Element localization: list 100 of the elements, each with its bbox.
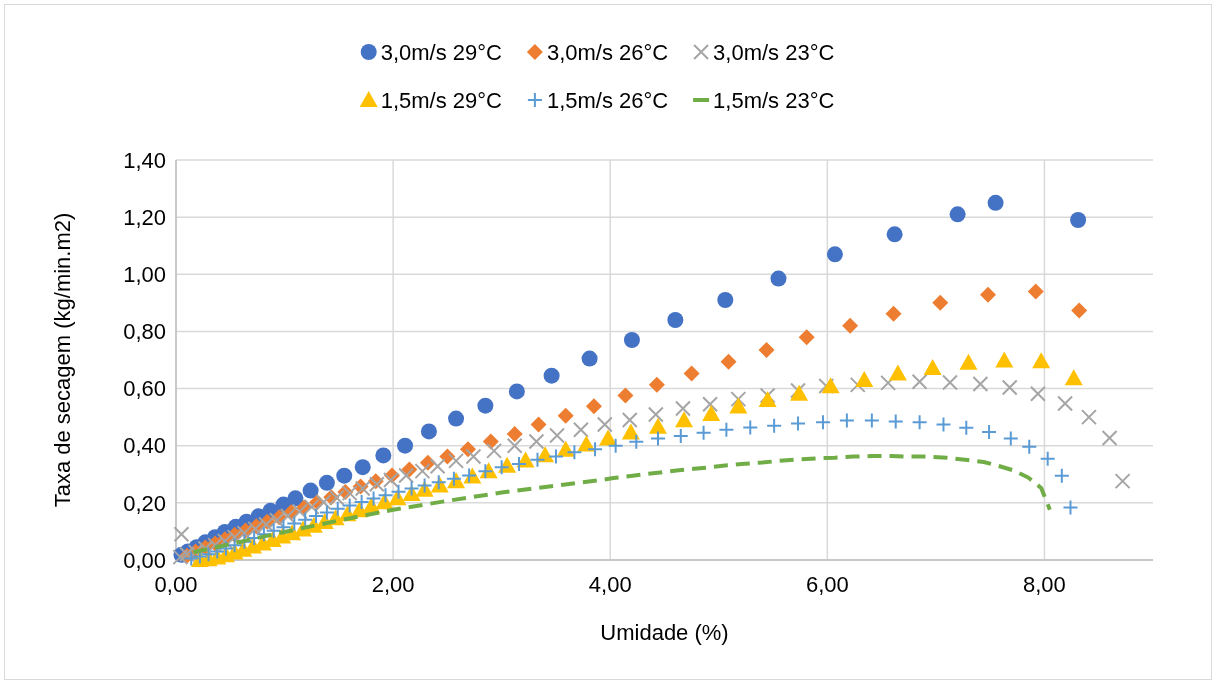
x-tick-label: 2,00	[371, 572, 415, 597]
y-tick-label: 0,80	[123, 319, 166, 345]
point	[826, 246, 843, 263]
point	[318, 474, 335, 491]
y-axis-title: Taxa de secagem (kg/min.m2)	[50, 212, 75, 508]
y-tick-label: 1,20	[123, 204, 166, 230]
point	[863, 412, 880, 429]
point	[672, 428, 689, 444]
point	[209, 543, 226, 560]
point	[821, 377, 840, 394]
point	[420, 423, 437, 440]
y-tick-label: 1,40	[123, 147, 166, 173]
point	[1027, 283, 1044, 300]
point	[429, 458, 446, 475]
point	[623, 332, 640, 348]
point	[675, 411, 694, 428]
point	[621, 423, 640, 440]
point	[911, 414, 928, 431]
point	[935, 416, 952, 433]
point	[265, 522, 282, 539]
point	[596, 416, 613, 433]
point	[341, 485, 358, 502]
point	[959, 353, 978, 370]
point	[647, 406, 664, 423]
point	[886, 226, 903, 243]
x-tick-label: 4,00	[588, 572, 632, 597]
point	[842, 317, 859, 334]
point	[648, 376, 665, 393]
point	[770, 270, 787, 287]
point	[585, 398, 602, 415]
point	[599, 429, 618, 446]
point	[1070, 212, 1087, 228]
point	[581, 350, 598, 367]
point	[730, 391, 747, 408]
point	[302, 482, 319, 499]
point	[308, 508, 325, 524]
legend-label: 1,5m/s 26°C	[546, 87, 669, 113]
point	[557, 407, 574, 424]
point	[365, 490, 382, 507]
y-tick-label: 0,60	[123, 376, 166, 402]
point	[766, 417, 783, 434]
point	[375, 447, 392, 464]
point	[398, 467, 415, 484]
point	[1057, 395, 1074, 412]
y-tick-label: 0,20	[123, 490, 166, 516]
point	[885, 305, 902, 322]
point	[353, 494, 370, 510]
point	[798, 329, 815, 346]
point	[297, 511, 314, 528]
point	[880, 374, 897, 391]
point	[226, 537, 243, 554]
point	[528, 433, 545, 450]
point	[354, 459, 371, 476]
point	[448, 452, 465, 469]
point	[329, 500, 346, 517]
point	[486, 442, 503, 459]
point	[291, 503, 308, 520]
point	[549, 427, 566, 444]
legend-label: 3,0m/s 29°C	[380, 39, 503, 65]
point	[1039, 450, 1056, 467]
point	[1032, 352, 1051, 369]
point	[814, 414, 831, 431]
point	[508, 383, 525, 400]
point	[506, 426, 523, 442]
point	[287, 490, 304, 507]
point	[511, 456, 528, 472]
point	[477, 463, 494, 480]
point	[336, 467, 353, 484]
point	[981, 424, 998, 440]
point	[397, 437, 414, 454]
y-tick-label: 1,00	[123, 261, 166, 287]
point	[987, 194, 1004, 211]
point	[183, 550, 200, 567]
point	[667, 312, 684, 328]
point	[695, 424, 712, 441]
point	[949, 206, 966, 223]
point	[377, 487, 394, 504]
point	[742, 419, 759, 436]
point	[315, 494, 332, 511]
point	[543, 367, 560, 384]
point	[648, 417, 667, 434]
point	[617, 387, 634, 404]
point	[566, 444, 583, 461]
point	[758, 391, 777, 407]
point	[849, 376, 866, 393]
y-tick-label: 0,40	[123, 433, 166, 459]
point	[341, 497, 358, 514]
point	[173, 526, 190, 543]
point	[790, 415, 807, 432]
y-tick-label: 0,00	[123, 547, 166, 573]
point	[445, 470, 462, 487]
point	[628, 433, 645, 450]
point	[980, 286, 996, 303]
point	[318, 504, 335, 521]
legend-label: 1,5m/s 23°C	[713, 87, 835, 113]
point	[838, 412, 855, 429]
point	[1002, 430, 1019, 447]
point	[1053, 467, 1070, 484]
legend-label: 3,0m/s 26°C	[546, 39, 669, 65]
point	[621, 412, 638, 428]
